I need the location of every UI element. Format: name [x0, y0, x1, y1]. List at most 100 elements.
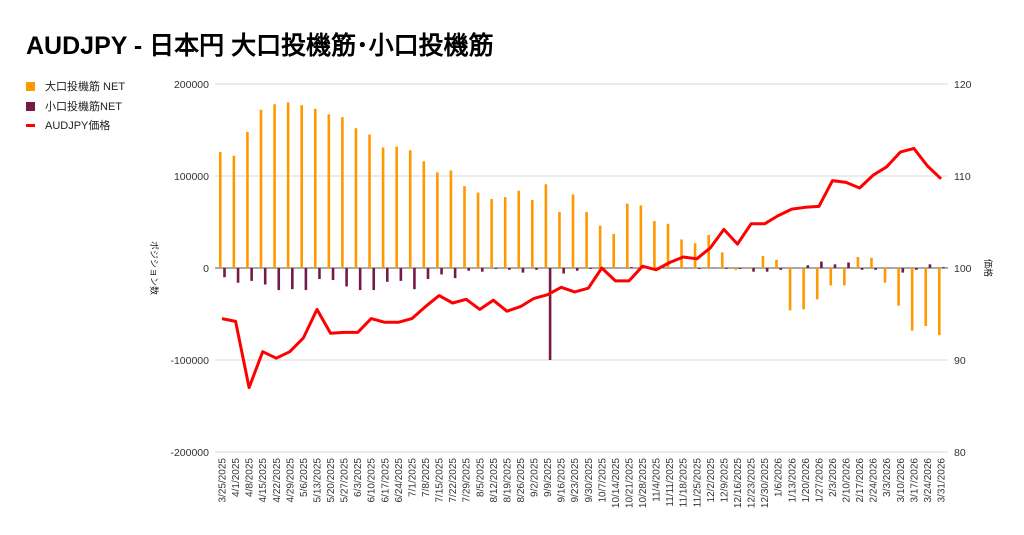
y2-tick-label: 120 — [954, 79, 972, 91]
x-tick-label: 1/20/2026 — [801, 458, 812, 503]
x-tick-label: 1/6/2026 — [774, 458, 785, 497]
bar-large-speculators — [436, 172, 439, 268]
bar-large-speculators — [598, 225, 602, 268]
bar-large-speculators — [639, 205, 643, 268]
bar-large-speculators — [368, 134, 371, 268]
price-line — [221, 146, 943, 390]
bar-large-speculators — [897, 268, 900, 306]
bar-small-speculators — [901, 268, 905, 273]
x-tick-label: 7/1/2025 — [407, 458, 418, 497]
bar-small-speculators — [670, 268, 674, 269]
x-tick-label: 9/23/2025 — [570, 458, 581, 503]
y-tick-label: 200000 — [174, 79, 209, 91]
bar-large-speculators — [612, 233, 616, 268]
bar-large-speculators — [856, 256, 860, 268]
bar-large-speculators — [544, 184, 548, 268]
x-tick-label: 12/2/2025 — [706, 458, 717, 503]
legend-label: 大口投機筋 NET — [45, 81, 126, 93]
x-tick-label: 3/3/2026 — [882, 458, 893, 497]
x-tick-label: 10/7/2025 — [597, 458, 608, 503]
x-tick-label: 3/31/2026 — [937, 458, 948, 503]
x-tick-label: 7/29/2025 — [462, 458, 473, 503]
bar-large-speculators — [300, 105, 303, 268]
bar-small-speculators — [291, 268, 294, 290]
y-tick-label: -100000 — [170, 355, 209, 367]
x-tick-label: 1/27/2026 — [814, 458, 825, 503]
bar-small-speculators — [833, 264, 837, 268]
legend-item-large-speculators: 大口投機筋 NET — [26, 78, 125, 94]
x-tick-label: 9/30/2025 — [584, 458, 595, 503]
x-tick-label: 10/14/2025 — [611, 458, 622, 508]
legend-item-price: AUDJPY価格 — [26, 117, 110, 133]
x-tick-label: 12/23/2025 — [747, 458, 758, 508]
bar-small-speculators — [738, 268, 742, 269]
bar-small-speculators — [548, 268, 552, 360]
bar-large-speculators — [680, 239, 683, 268]
x-tick-label: 8/26/2025 — [516, 458, 527, 503]
y-tick-label: -200000 — [170, 447, 209, 459]
bar-large-speculators — [246, 131, 249, 268]
bar-large-speculators — [666, 223, 670, 268]
x-tick-label: 5/27/2025 — [340, 458, 351, 503]
y-tick-label: 100000 — [174, 171, 209, 183]
x-tick-label: 4/22/2025 — [272, 458, 283, 503]
bar-small-speculators — [399, 268, 403, 281]
bar-large-speculators — [883, 268, 887, 283]
bar-small-speculators — [792, 268, 796, 269]
bar-small-speculators — [508, 268, 511, 270]
bar-small-speculators — [467, 268, 470, 271]
bar-large-speculators — [829, 268, 833, 286]
x-tick-label: 6/24/2025 — [394, 458, 405, 503]
y-axis-title: ポジション数 — [149, 241, 160, 295]
x-tick-label: 3/17/2026 — [909, 458, 920, 503]
x-tick-label: 11/18/2025 — [679, 458, 690, 508]
bar-small-speculators — [480, 268, 484, 272]
bar-small-speculators — [385, 268, 389, 282]
bar-large-speculators — [381, 147, 385, 268]
x-tick-label: 11/4/2025 — [652, 458, 663, 502]
bar-small-speculators — [250, 268, 253, 281]
x-tick-label: 10/21/2025 — [624, 458, 635, 508]
bar-small-speculators — [752, 268, 755, 272]
bar-large-speculators — [843, 268, 846, 286]
bar-large-speculators — [476, 192, 480, 268]
x-tick-label: 9/2/2025 — [530, 458, 541, 497]
bar-small-speculators — [684, 268, 688, 269]
x-tick-label: 12/16/2025 — [733, 458, 744, 508]
bar-large-speculators — [720, 252, 724, 268]
x-tick-label: 2/3/2026 — [828, 458, 839, 497]
x-tick-label: 6/3/2025 — [353, 458, 364, 497]
x-tick-label: 6/10/2025 — [367, 458, 378, 503]
bar-large-speculators — [815, 268, 819, 300]
bar-large-speculators — [313, 108, 317, 268]
bar-large-speculators — [653, 221, 656, 268]
x-tick-label: 7/8/2025 — [421, 458, 432, 497]
bar-small-speculators — [331, 268, 335, 280]
bar-small-speculators — [304, 268, 308, 291]
bar-large-speculators — [761, 256, 765, 268]
bar-small-speculators — [575, 268, 579, 271]
bar-small-speculators — [372, 268, 376, 291]
bar-large-speculators — [219, 152, 222, 268]
bar-small-speculators — [562, 268, 565, 274]
bar-small-speculators — [711, 268, 715, 269]
bar-large-speculators — [910, 268, 914, 331]
bar-small-speculators — [820, 261, 823, 268]
bar-large-speculators — [802, 268, 805, 310]
x-tick-label: 11/11/2025 — [665, 458, 676, 507]
bar-large-speculators — [585, 211, 588, 268]
bar-large-speculators — [354, 128, 358, 268]
bar-small-speculators — [277, 268, 281, 291]
bar-large-speculators — [924, 268, 928, 326]
y2-tick-label: 90 — [954, 355, 966, 367]
y2-tick-label: 100 — [954, 263, 972, 275]
bar-small-speculators — [494, 268, 498, 269]
bar-large-speculators — [408, 150, 412, 268]
bar-small-speculators — [725, 268, 728, 269]
y2-tick-label: 110 — [954, 171, 971, 183]
bar-large-speculators — [788, 268, 792, 311]
legend-label: 小口投機筋NET — [45, 101, 122, 113]
bar-large-speculators — [395, 146, 398, 268]
bar-small-speculators — [453, 268, 457, 279]
